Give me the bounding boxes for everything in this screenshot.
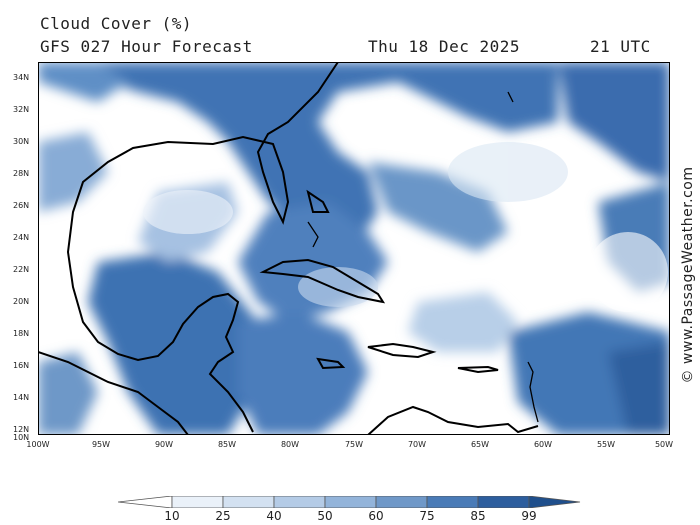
legend-low-arrow bbox=[118, 496, 173, 508]
lon-label: 55W bbox=[596, 440, 616, 449]
legend-label: 85 bbox=[470, 509, 486, 523]
lat-label: 18N bbox=[13, 329, 30, 338]
legend-swatch bbox=[426, 496, 479, 508]
lon-label: 50W bbox=[654, 440, 674, 449]
lat-label: 20N bbox=[13, 297, 30, 306]
legend-label: 25 bbox=[215, 509, 231, 523]
map-frame bbox=[38, 62, 670, 435]
lat-label: 30N bbox=[13, 137, 30, 146]
legend-swatch bbox=[222, 496, 275, 508]
legend-label: 99 bbox=[521, 509, 537, 523]
forecast-subtitle: GFS 027 Hour Forecast bbox=[40, 37, 253, 56]
lon-label: 95W bbox=[91, 440, 111, 449]
legend-label: 40 bbox=[266, 509, 282, 523]
lon-label: 100W bbox=[26, 440, 50, 449]
lat-label: 14N bbox=[13, 393, 30, 402]
lon-label: 65W bbox=[470, 440, 490, 449]
lon-label: 80W bbox=[280, 440, 300, 449]
lon-label: 90W bbox=[154, 440, 174, 449]
lat-label: 24N bbox=[13, 233, 30, 242]
lat-label: 22N bbox=[13, 265, 30, 274]
map-canvas bbox=[38, 62, 670, 435]
legend-label: 10 bbox=[164, 509, 180, 523]
color-legend bbox=[118, 496, 581, 508]
forecast-date: Thu 18 Dec 2025 bbox=[368, 37, 520, 56]
legend-swatch bbox=[171, 496, 224, 508]
cloud-highlights bbox=[143, 142, 668, 312]
lat-label: 26N bbox=[13, 201, 30, 210]
legend-swatch bbox=[375, 496, 428, 508]
lon-label: 70W bbox=[407, 440, 427, 449]
legend-swatch bbox=[477, 496, 530, 508]
map-title: Cloud Cover (%) bbox=[40, 14, 192, 33]
lat-label: 34N bbox=[13, 73, 30, 82]
lat-label: 32N bbox=[13, 105, 30, 114]
islands bbox=[307, 91, 539, 423]
lon-label: 75W bbox=[344, 440, 364, 449]
lat-label: 12N bbox=[13, 425, 30, 434]
forecast-time: 21 UTC bbox=[590, 37, 651, 56]
lat-label: 10N bbox=[13, 433, 30, 442]
cloud-cover-map bbox=[38, 62, 670, 435]
legend-swatch bbox=[324, 496, 377, 508]
lat-label: 28N bbox=[13, 169, 30, 178]
legend-label: 75 bbox=[419, 509, 435, 523]
legend-swatch bbox=[273, 496, 326, 508]
lat-label: 16N bbox=[13, 361, 30, 370]
watermark: © www.PassageWeather.com bbox=[680, 166, 696, 384]
lon-label: 85W bbox=[217, 440, 237, 449]
coastlines bbox=[38, 62, 539, 435]
legend-label: 60 bbox=[368, 509, 384, 523]
legend-label: 50 bbox=[317, 509, 333, 523]
lon-label: 60W bbox=[533, 440, 553, 449]
legend-high-arrow bbox=[528, 496, 581, 508]
